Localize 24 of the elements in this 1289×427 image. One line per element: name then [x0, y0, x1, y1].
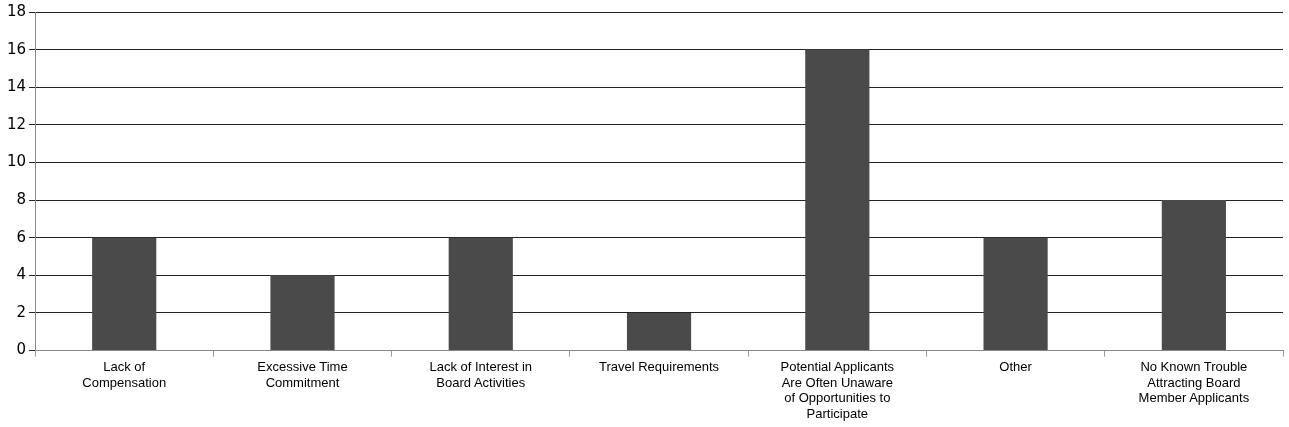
bar	[1161, 200, 1226, 351]
x-tick-label: Travel Requirements	[598, 358, 720, 374]
y-tick-label: 10	[6, 152, 27, 171]
bar	[448, 237, 513, 351]
y-tick-label: 8	[16, 190, 27, 208]
bar	[805, 49, 870, 351]
bar	[270, 275, 335, 351]
x-tick-label: No Known Trouble Attracting Board Member Applicants	[1138, 358, 1250, 406]
y-tick-label: 6	[16, 227, 27, 246]
x-tick-label: Excessive Time Commitment	[257, 358, 348, 390]
y-tick-label: 2	[16, 302, 27, 321]
y-tick-label: 18	[6, 1, 27, 20]
x-tick-label: Lack of Compensation	[82, 358, 167, 390]
x-tick-label: Other	[999, 358, 1033, 374]
y-tick-label: 12	[6, 114, 27, 133]
y-tick-label: 4	[16, 265, 27, 284]
bar	[983, 237, 1048, 351]
y-tick-label: 16	[6, 39, 27, 58]
bar	[626, 312, 692, 351]
x-tick-label: Lack of Interest in Board Activities	[429, 358, 533, 390]
y-tick-label: 14	[6, 77, 27, 96]
y-tick-label: 0	[16, 340, 27, 359]
x-tick-label: Potential Applicants Are Often Unaware of Opportunities to Participate	[780, 358, 895, 421]
bar	[92, 237, 157, 351]
